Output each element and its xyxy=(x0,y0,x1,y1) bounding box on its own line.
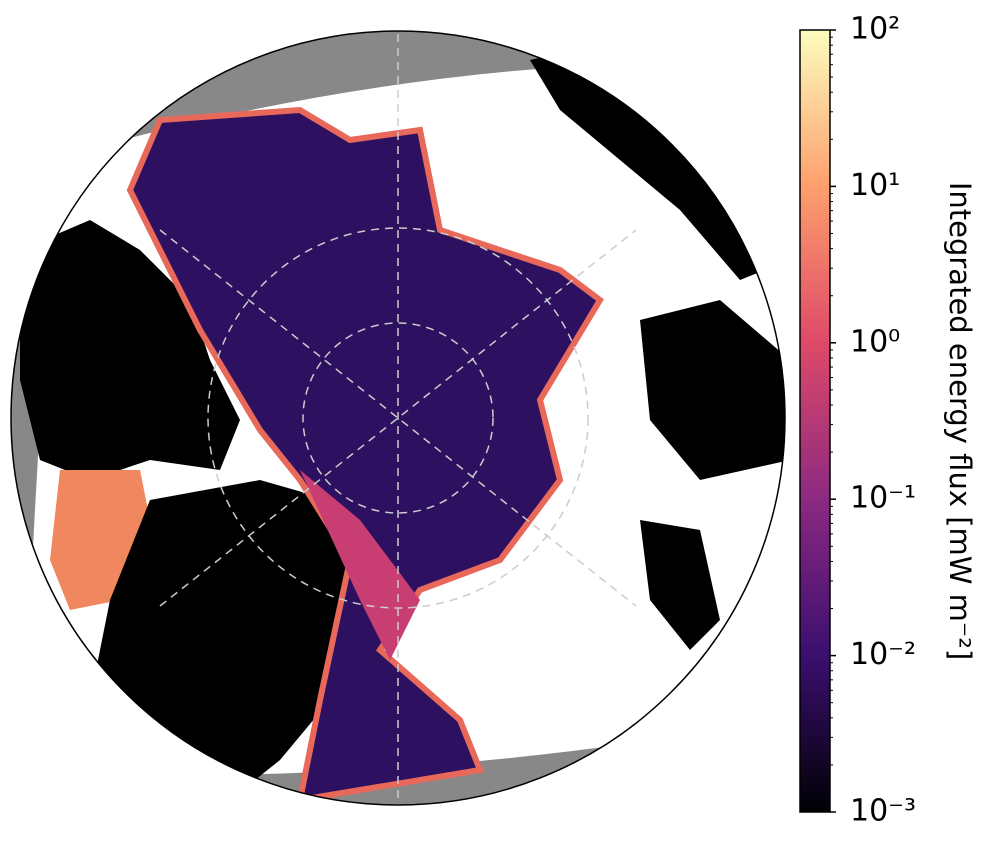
colorbar-tick-label: 10⁻³ xyxy=(850,794,916,829)
land xyxy=(640,520,720,650)
colorbar-tick-label: 10⁻¹ xyxy=(850,481,916,516)
graticule-line xyxy=(302,322,494,514)
colorbar-label: Integrated energy flux [mW m⁻²] xyxy=(943,182,977,660)
graticule-line xyxy=(159,229,637,607)
land xyxy=(640,300,785,480)
colorbar-tick-label: 10⁻² xyxy=(850,637,916,672)
ocean-flux xyxy=(300,470,420,660)
land xyxy=(20,220,240,480)
colorbar-tick-label: 10⁰ xyxy=(850,324,900,359)
graticule xyxy=(159,31,637,805)
polar-map xyxy=(11,31,785,805)
land xyxy=(530,40,785,280)
graticule-line xyxy=(159,229,637,607)
colorbar: 10⁻³ 10⁻² 10⁻¹ 10⁰ 10¹ 10² Integrated energy f… xyxy=(799,12,977,829)
colorbar-fill xyxy=(799,29,831,813)
map-frame xyxy=(10,30,786,806)
colorbar-tick-label: 10¹ xyxy=(850,168,900,203)
graticule-line xyxy=(207,227,589,609)
colorbar-tick-label: 10² xyxy=(850,12,900,47)
